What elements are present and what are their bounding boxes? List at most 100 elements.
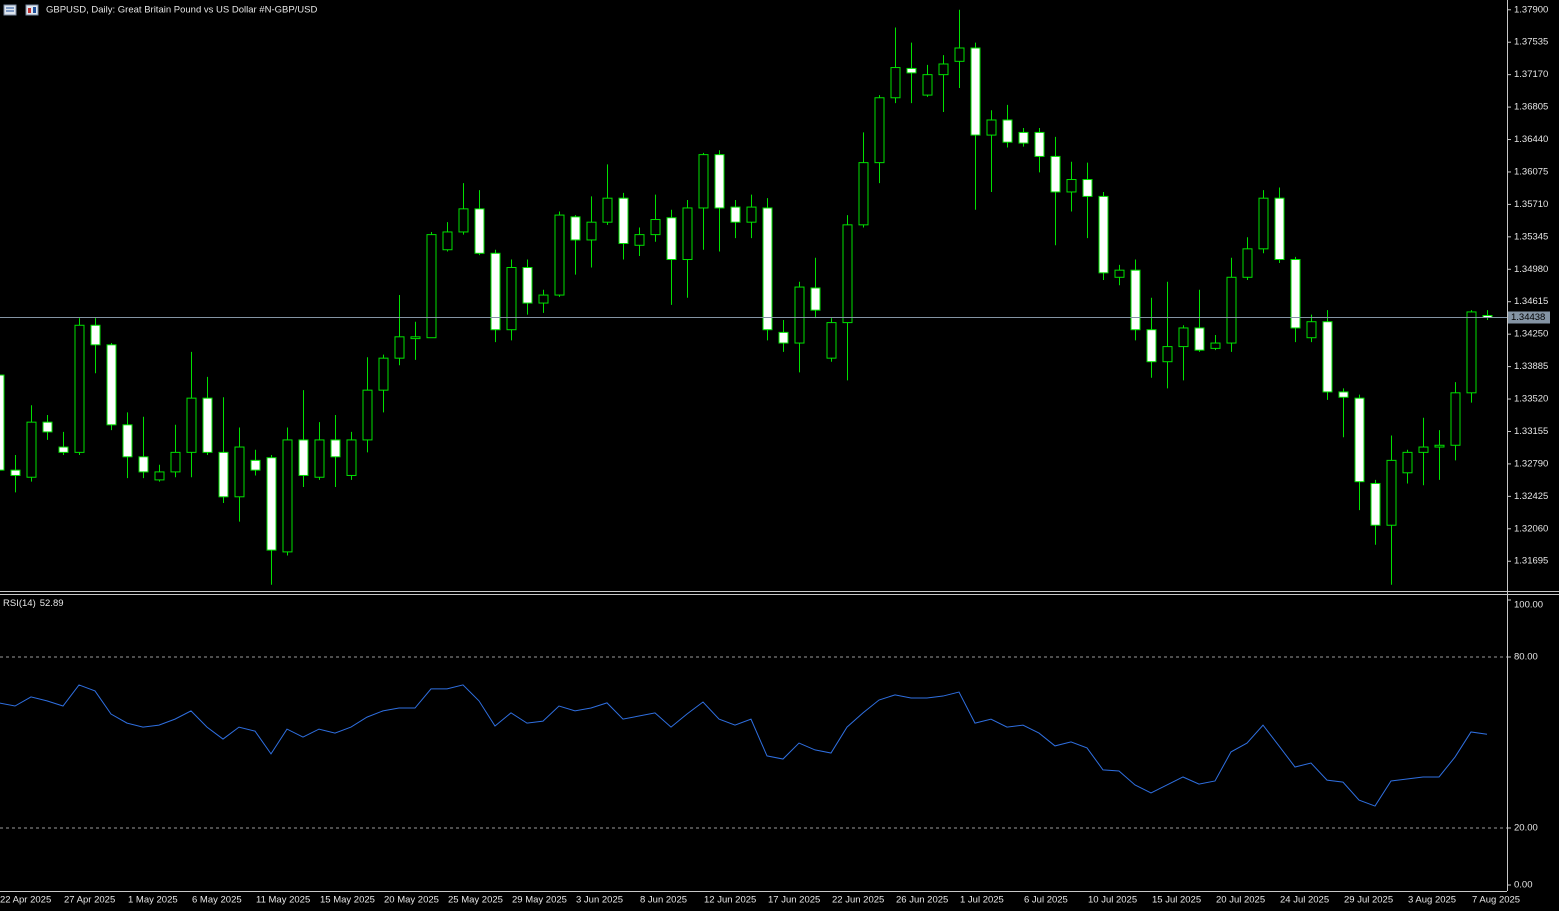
- candle-body-up: [586, 221, 597, 241]
- candle-body-down: [1130, 269, 1141, 331]
- candle-body-down: [730, 206, 741, 223]
- candle-body-down: [42, 421, 53, 433]
- candle-body-up: [650, 219, 661, 236]
- candle-body-up: [986, 119, 997, 136]
- x-tick-label: 7 Aug 2025: [1472, 895, 1520, 906]
- x-tick-label: 24 Jul 2025: [1280, 895, 1329, 906]
- candle-body-up: [74, 324, 85, 453]
- candle-body-down: [138, 456, 149, 473]
- candle-body-up: [1402, 451, 1413, 474]
- x-tick-label: 17 Jun 2025: [768, 895, 820, 906]
- y-tick-label: 1.37900: [1514, 4, 1548, 15]
- chart-title: GBPUSD, Daily: Great Britain Pound vs US…: [46, 5, 318, 16]
- candle-body-up: [410, 336, 421, 340]
- indicator-title: RSI(14) 52.89: [3, 598, 64, 609]
- candle-body-down: [330, 439, 341, 458]
- candle-body-up: [954, 47, 965, 62]
- x-tick-label: 6 Jul 2025: [1024, 895, 1068, 906]
- candle-body-down: [970, 47, 981, 136]
- candle-body-up: [1178, 327, 1189, 348]
- x-tick-label: 10 Jul 2025: [1088, 895, 1137, 906]
- candle-body-down: [810, 287, 821, 311]
- candle-body-up: [394, 336, 405, 359]
- x-tick-label: 29 Jul 2025: [1344, 895, 1393, 906]
- candle-body-up: [874, 97, 885, 164]
- icon: [28, 8, 31, 13]
- x-tick-label: 1 May 2025: [128, 895, 178, 906]
- candle-body-down: [1146, 329, 1157, 363]
- x-tick-label: 6 May 2025: [192, 895, 242, 906]
- candle-body-up: [1258, 197, 1269, 250]
- candle-body-up: [826, 322, 837, 359]
- y-tick-label: 1.31695: [1514, 556, 1548, 567]
- candle-body-up: [890, 67, 901, 99]
- y-tick-label: 1.32790: [1514, 458, 1548, 469]
- y-tick-label: 1.33520: [1514, 394, 1548, 405]
- candle-body-down: [0, 374, 5, 471]
- y-tick-label: 1.37535: [1514, 37, 1548, 48]
- candle-body-up: [170, 451, 181, 473]
- y-tick-label: 1.34980: [1514, 264, 1548, 275]
- candle-body-up: [602, 197, 613, 223]
- indicator-value: 52.89: [40, 598, 64, 609]
- candle-body-down: [1194, 327, 1205, 351]
- x-tick-label: 1 Jul 2025: [960, 895, 1004, 906]
- candle-body-up: [1210, 342, 1221, 349]
- candle-body-down: [1050, 155, 1061, 193]
- candle-body-down: [1370, 482, 1381, 526]
- candle-body-down: [1098, 195, 1109, 274]
- x-tick-label: 11 May 2025: [256, 895, 310, 906]
- y-tick-label: 1.32425: [1514, 491, 1548, 502]
- candle-body-down: [618, 197, 629, 245]
- candle-body-down: [1018, 131, 1029, 144]
- x-tick-label: 20 May 2025: [384, 895, 439, 906]
- candle-body-up: [458, 208, 469, 233]
- candle-body-up: [1386, 459, 1397, 526]
- rsi-line: [0, 684, 1488, 807]
- y-tick-label: 1.33885: [1514, 361, 1548, 372]
- y-tick-label: 1.36805: [1514, 102, 1548, 113]
- candle-body-up: [282, 439, 293, 553]
- x-tick-label: 12 Jun 2025: [704, 895, 756, 906]
- candle-body-down: [490, 252, 501, 331]
- candle-body-down: [250, 459, 261, 471]
- candle-body-down: [90, 324, 101, 346]
- x-tick-label: 25 May 2025: [448, 895, 503, 906]
- candle-body-up: [378, 357, 389, 391]
- candle-body-down: [778, 331, 789, 344]
- candle-body-up: [794, 286, 805, 344]
- icon: [3, 4, 17, 16]
- x-tick-label: 29 May 2025: [512, 895, 567, 906]
- y-tick-label: 1.36440: [1514, 134, 1548, 145]
- indicator-name: RSI(14): [3, 598, 36, 609]
- candle-body-up: [506, 267, 517, 331]
- x-tick-label: 27 Apr 2025: [64, 895, 115, 906]
- candle-body-up: [1114, 269, 1125, 278]
- candle-body-up: [186, 397, 197, 453]
- x-tick-label: 22 Jun 2025: [832, 895, 884, 906]
- x-tick-label: 22 Apr 2025: [0, 895, 51, 906]
- candle-body-up: [1418, 446, 1429, 453]
- candle-body-down: [762, 207, 773, 331]
- y-tick-label: 1.37170: [1514, 69, 1548, 80]
- candle-body-up: [1466, 311, 1477, 394]
- candle-body-down: [666, 217, 677, 261]
- price-label-bg: [1508, 311, 1550, 324]
- x-tick-label: 15 May 2025: [320, 895, 375, 906]
- icon: [33, 7, 36, 13]
- candle-body-up: [1226, 276, 1237, 344]
- candle-body-down: [1290, 259, 1301, 329]
- candle-body-down: [906, 67, 917, 74]
- candle-body-up: [426, 234, 437, 339]
- candle-body-down: [1322, 321, 1333, 393]
- candle-body-up: [234, 446, 245, 498]
- candle-body-up: [842, 224, 853, 324]
- candle-body-up: [1434, 444, 1445, 448]
- icon: [25, 4, 39, 16]
- x-tick-label: 20 Jul 2025: [1216, 895, 1265, 906]
- candle-body-down: [1338, 391, 1349, 398]
- candle-body-up: [1306, 321, 1317, 339]
